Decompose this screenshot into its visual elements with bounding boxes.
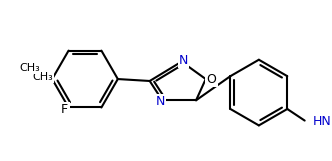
Text: N: N [156,95,165,108]
Text: CH₃: CH₃ [19,63,40,73]
Text: HN: HN [312,115,331,128]
Text: F: F [61,103,68,116]
Text: CH₃: CH₃ [32,72,53,82]
Text: N: N [179,54,188,67]
Text: O: O [207,73,216,85]
